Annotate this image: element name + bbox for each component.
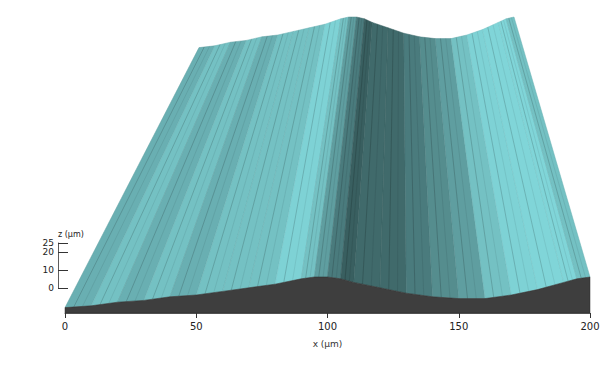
svg-text:200: 200 xyxy=(580,321,599,332)
svg-text:0: 0 xyxy=(48,283,54,293)
svg-text:100: 100 xyxy=(318,321,337,332)
svg-text:25: 25 xyxy=(43,238,54,248)
svg-text:50: 50 xyxy=(190,321,203,332)
svg-text:20: 20 xyxy=(43,247,55,257)
svg-text:x (µm): x (µm) xyxy=(313,339,343,349)
svg-text:z (µm): z (µm) xyxy=(58,230,84,239)
svg-text:0: 0 xyxy=(62,321,68,332)
svg-text:150: 150 xyxy=(449,321,468,332)
svg-text:10: 10 xyxy=(43,265,55,275)
